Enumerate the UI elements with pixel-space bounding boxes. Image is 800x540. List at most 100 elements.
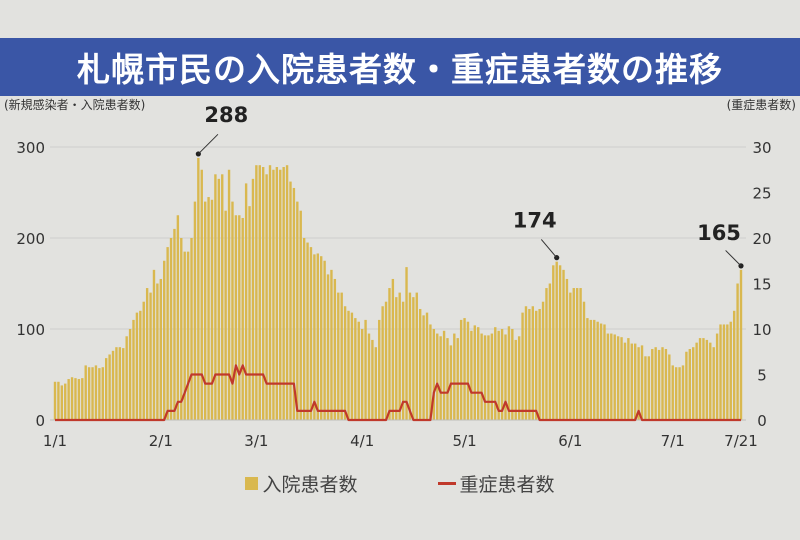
bar [87, 367, 91, 420]
x-tick-label: 4/1 [350, 432, 374, 450]
bar [480, 333, 483, 420]
bar [275, 167, 279, 420]
bar [190, 238, 193, 420]
bar [739, 269, 743, 420]
y-right-tick-label: 5 [757, 367, 767, 385]
bar [60, 385, 64, 420]
bar [261, 167, 265, 420]
bar [572, 288, 575, 420]
bar [84, 365, 87, 420]
bar [169, 238, 173, 420]
bar [565, 278, 569, 420]
bar [285, 165, 289, 420]
bar [149, 292, 152, 420]
bar [490, 333, 494, 420]
bar [268, 165, 272, 420]
bar [545, 288, 548, 420]
y-tick-label: 300 [16, 139, 45, 157]
bar [388, 288, 391, 420]
bar [77, 379, 81, 420]
bar [166, 247, 169, 420]
bar [111, 350, 115, 420]
bar [477, 327, 480, 420]
bar [541, 301, 545, 420]
bar [234, 215, 238, 420]
bar [494, 327, 497, 420]
bar [94, 365, 98, 420]
bar [101, 367, 104, 420]
bar [64, 383, 67, 420]
bar [115, 347, 118, 420]
bar [70, 377, 74, 420]
bar [279, 169, 282, 420]
bar [238, 215, 241, 420]
bar [524, 306, 528, 420]
bar [599, 323, 603, 420]
y-right-tick-label: 25 [752, 185, 771, 203]
bar [688, 349, 692, 420]
bar [620, 337, 623, 420]
bar [500, 329, 504, 420]
bar [681, 365, 685, 420]
y-right-tick-label: 30 [752, 139, 771, 157]
bar [197, 157, 200, 421]
bar [616, 336, 620, 420]
bar [487, 335, 490, 420]
bar [292, 187, 296, 420]
annotation-leader [725, 250, 742, 267]
annotation-leader [540, 239, 558, 258]
bar [142, 301, 145, 420]
bar [326, 274, 330, 420]
bar [330, 269, 333, 420]
bar [186, 251, 190, 420]
bar [637, 347, 640, 420]
legend-label-hospitalized: 入院患者数 [262, 474, 358, 496]
bar [644, 356, 647, 420]
bar [347, 310, 350, 420]
bar [350, 312, 354, 420]
bar [173, 228, 176, 420]
bar [555, 261, 558, 420]
bar [210, 199, 214, 420]
bar [582, 301, 586, 420]
title-banner: 札幌市民の入院患者数・重症患者数の推移 [0, 38, 800, 96]
y-right-tick-label: 10 [752, 321, 771, 339]
bar [610, 333, 613, 420]
bar [139, 310, 142, 420]
severe-line [55, 364, 741, 422]
bar [91, 367, 94, 420]
bar [596, 321, 599, 420]
bar [722, 324, 726, 420]
bar [593, 319, 596, 420]
bar [405, 267, 408, 420]
bar [241, 217, 244, 420]
bar [118, 347, 122, 420]
bar [453, 333, 456, 420]
bar [439, 336, 442, 420]
bar [664, 349, 668, 420]
bar [306, 242, 309, 420]
bar [200, 169, 203, 420]
bar [579, 288, 582, 420]
bar [657, 349, 661, 420]
bar [132, 319, 135, 420]
annotation-label: 165 [697, 221, 741, 245]
bar [729, 321, 732, 420]
bar [548, 283, 552, 420]
bar [193, 201, 197, 420]
bar [473, 325, 476, 420]
bar [98, 368, 101, 420]
bar [337, 292, 340, 420]
bar [412, 297, 415, 420]
bar [248, 206, 251, 420]
bar [623, 342, 627, 420]
bar [360, 329, 364, 420]
bar [459, 319, 463, 420]
bar [674, 367, 678, 420]
bar [384, 301, 388, 420]
bar [367, 333, 371, 420]
bar [289, 181, 292, 420]
bar [719, 324, 722, 420]
bar [156, 283, 159, 420]
